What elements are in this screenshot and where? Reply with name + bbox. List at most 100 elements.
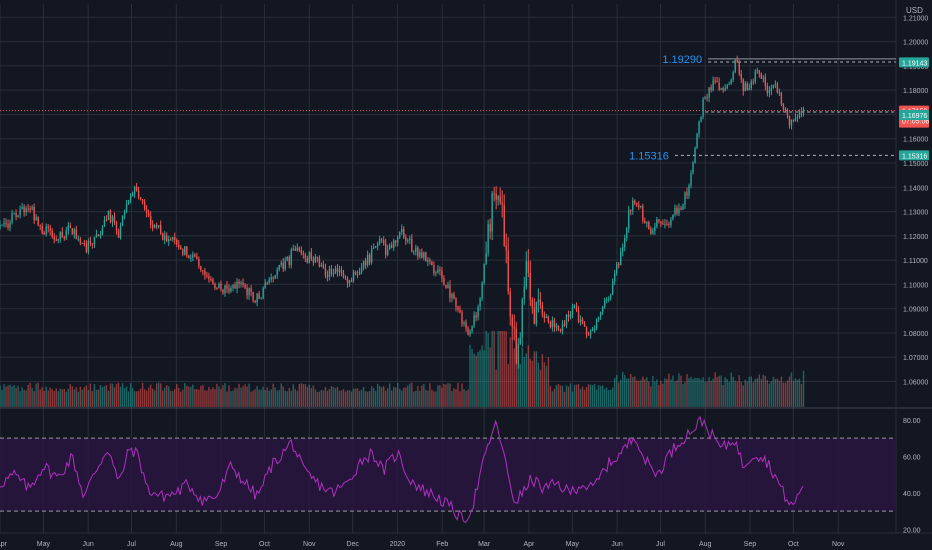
candle (123, 209, 126, 220)
time-tick-label: Oct (788, 541, 799, 548)
candle (91, 243, 94, 249)
candle-body (722, 88, 724, 91)
candle-body (115, 222, 118, 231)
volume-bar (97, 389, 100, 407)
candle (85, 240, 88, 254)
candle (81, 242, 84, 245)
candle-body (513, 326, 515, 329)
candle-body (288, 257, 290, 265)
candle (180, 245, 182, 250)
candle (316, 256, 319, 263)
candle-body (77, 238, 80, 240)
volume-bar (499, 331, 501, 407)
candle-body (798, 111, 801, 118)
candle-body (650, 228, 652, 234)
candle (676, 205, 678, 216)
volume-bar (517, 351, 519, 407)
candle (258, 290, 260, 299)
time-tick-label: Sep (215, 541, 228, 548)
volume-bar (125, 386, 128, 407)
volume-bar (310, 388, 313, 407)
volume-bar (312, 385, 315, 407)
candle (539, 291, 542, 309)
candle-body (622, 247, 624, 252)
candle (650, 226, 652, 235)
volume-bar (0, 385, 1, 407)
candle (698, 120, 700, 138)
candle-body (744, 83, 746, 92)
volume-bar (477, 352, 479, 407)
volume-bar (581, 386, 584, 407)
volume-bar (113, 387, 116, 407)
volume-bar (352, 388, 355, 407)
price-tick-label: 1.16000 (903, 137, 928, 144)
candle-body (190, 257, 192, 259)
candle-body (232, 285, 234, 288)
candle-body (350, 280, 353, 282)
volume-bar (417, 386, 419, 407)
time-tick-label: Jun (83, 541, 94, 548)
candle (352, 269, 355, 284)
candle (409, 235, 411, 244)
candle-body (774, 84, 777, 86)
volume-bar (700, 379, 702, 407)
candle (784, 107, 787, 112)
candle-body (236, 281, 238, 289)
volume-bar (51, 389, 53, 407)
candle-body (224, 285, 226, 294)
candle (605, 297, 608, 304)
volume-bar (111, 383, 114, 407)
candle (407, 238, 409, 244)
rsi-axis[interactable]: 80.00 60.00 40.00 20.00 (903, 418, 921, 534)
candle-body (304, 254, 307, 259)
candle (300, 246, 303, 256)
candle (587, 331, 590, 336)
candle-body (103, 220, 106, 227)
candle-body (370, 248, 373, 263)
candle-body (748, 87, 750, 91)
volume-bar (164, 387, 166, 407)
candle (499, 187, 501, 205)
candle-body (346, 278, 349, 284)
candle-body (67, 225, 70, 231)
volume-bar (234, 387, 236, 407)
candle-body (642, 206, 644, 221)
candle-body (437, 269, 439, 273)
candle-body (593, 328, 596, 330)
price-axis[interactable]: 1.210001.200001.190001.180001.170001.160… (899, 15, 929, 387)
volume-bar (469, 344, 471, 407)
candle (308, 251, 311, 264)
time-axis[interactable]: Apr May Jun Jul Aug Sep Oct Nov Dec 2020 Feb Mar Apr… (0, 541, 845, 548)
candle-body (352, 271, 355, 281)
volume-bar (632, 377, 634, 407)
candle-body (607, 298, 610, 300)
candle-body (487, 224, 489, 253)
candle-body (603, 300, 606, 308)
candle (732, 70, 734, 83)
candle-body (262, 287, 264, 299)
candle-body (55, 239, 57, 241)
candle (491, 190, 493, 241)
candle (220, 280, 222, 292)
volume-bar (802, 370, 805, 407)
candle (318, 255, 321, 268)
candle-body (427, 260, 429, 262)
candle (234, 281, 236, 289)
candle-body (461, 312, 463, 324)
volume-bar (419, 390, 421, 407)
level-label: 1.19290 (662, 54, 702, 66)
candle-body (688, 185, 690, 196)
candle (260, 296, 262, 300)
candle (176, 238, 178, 248)
candle (497, 194, 499, 206)
candle-body (473, 315, 475, 326)
candle-body (415, 247, 417, 252)
rsi-line (0, 415, 804, 524)
candle-body (137, 190, 140, 198)
candle (198, 256, 200, 269)
volume-bar (527, 345, 530, 407)
volume-bar (354, 388, 357, 407)
candle (708, 87, 710, 103)
volume-bar (242, 386, 244, 407)
candle (314, 254, 317, 264)
